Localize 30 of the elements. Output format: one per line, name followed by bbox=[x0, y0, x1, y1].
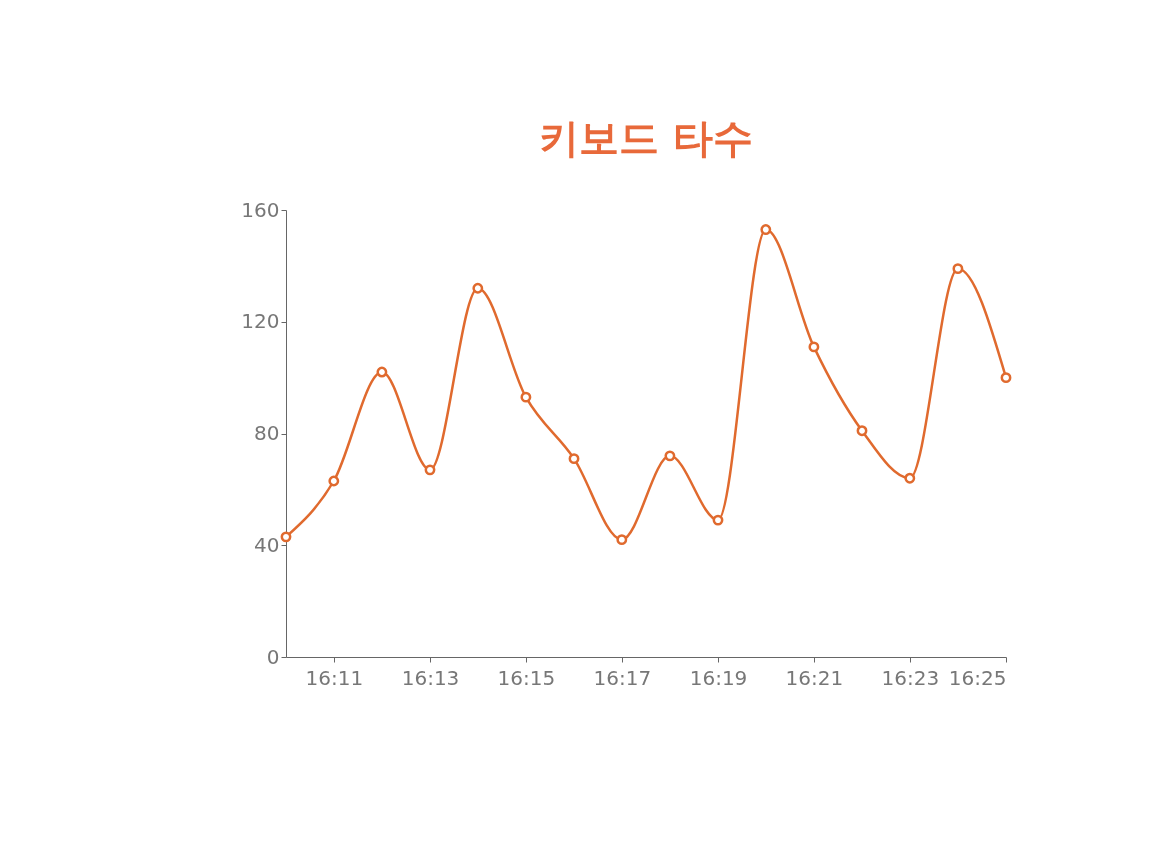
x-tick-label: 16:23 bbox=[881, 665, 940, 690]
point bbox=[664, 450, 676, 462]
point bbox=[424, 464, 436, 476]
point bbox=[472, 282, 484, 294]
point bbox=[808, 341, 820, 353]
point bbox=[376, 366, 388, 378]
point bbox=[328, 475, 340, 487]
point bbox=[904, 472, 916, 484]
y-tick-label: 40 bbox=[254, 532, 280, 557]
point bbox=[952, 263, 964, 275]
chart-title: 키보드 타수 bbox=[539, 115, 753, 161]
y-tick-label: 80 bbox=[254, 421, 280, 445]
x-tick-label: 16:15 bbox=[497, 665, 556, 690]
x-tick-label: 16:17 bbox=[593, 665, 652, 690]
point bbox=[568, 453, 580, 465]
point bbox=[760, 224, 772, 235]
point bbox=[280, 531, 292, 543]
y-tick-label: 160 bbox=[241, 197, 280, 222]
point bbox=[616, 534, 628, 546]
y-tick-label: 0 bbox=[266, 644, 280, 669]
x-tick-label: 16:13 bbox=[401, 665, 460, 690]
point bbox=[712, 514, 724, 526]
x-tick-label: 16:19 bbox=[689, 665, 748, 690]
x-tick-label: 16:11 bbox=[305, 665, 364, 690]
y-tick-label: 120 bbox=[241, 309, 280, 334]
point bbox=[520, 391, 532, 403]
point bbox=[1000, 372, 1012, 384]
x-tick-label: 16:21 bbox=[785, 665, 844, 690]
x-tick-label: 16:25 bbox=[948, 665, 1007, 690]
point bbox=[856, 425, 868, 437]
